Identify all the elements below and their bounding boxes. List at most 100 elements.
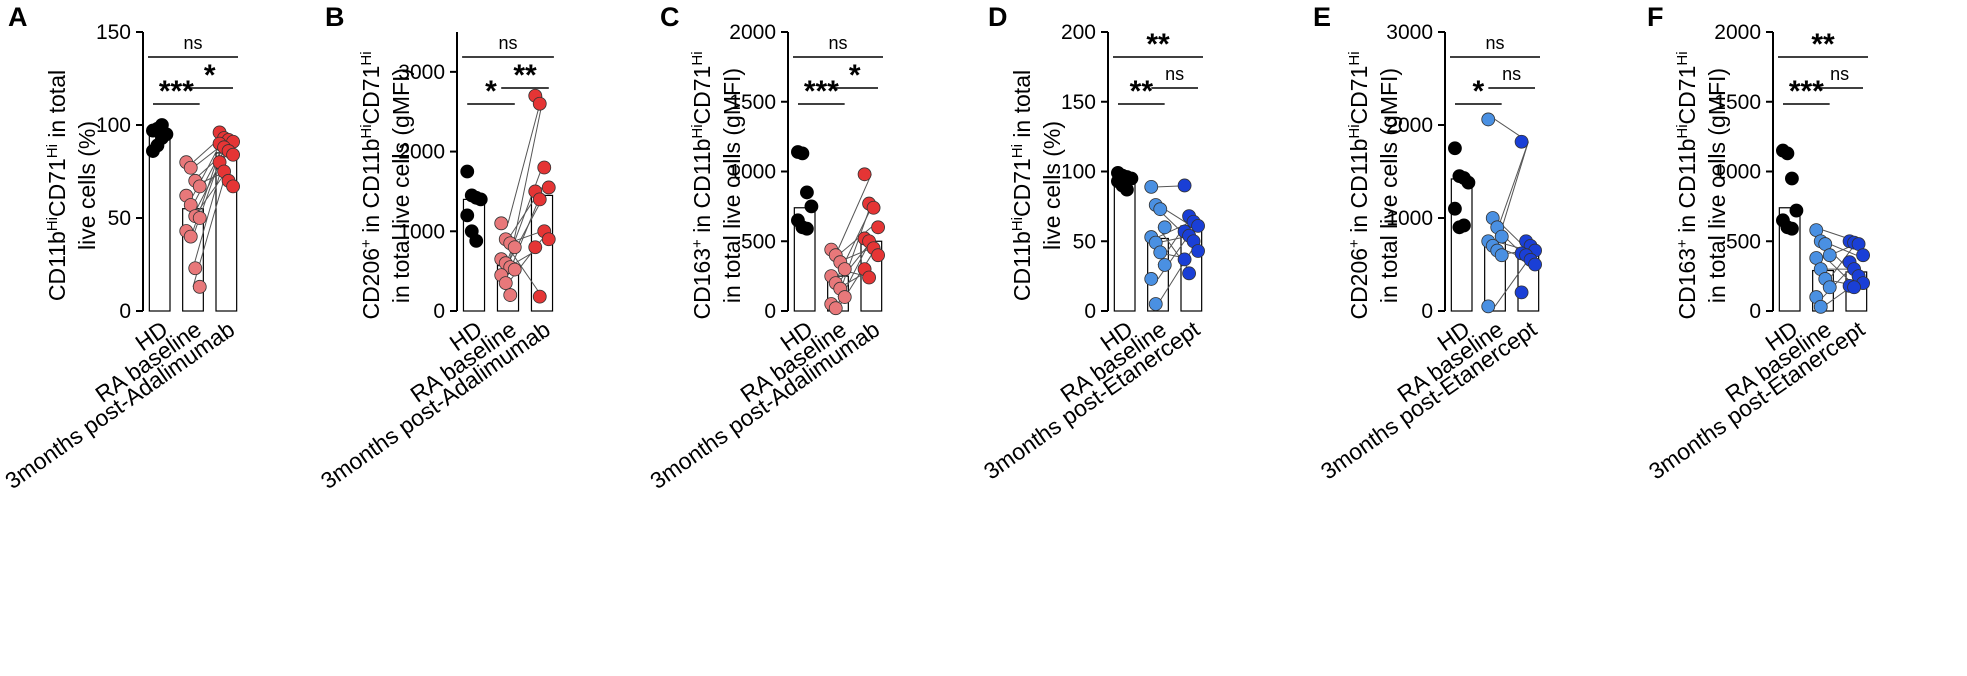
y-axis-label-part: Hi xyxy=(44,217,61,231)
data-point xyxy=(1448,141,1462,156)
data-point xyxy=(1822,248,1837,263)
data-point xyxy=(192,279,207,294)
data-point xyxy=(1457,218,1471,233)
y-tick-label: 50 xyxy=(1073,230,1096,253)
data-point xyxy=(866,200,881,215)
data-point xyxy=(1481,299,1496,314)
y-tick-label: 1000 xyxy=(1714,161,1761,184)
data-point xyxy=(857,167,872,182)
data-point xyxy=(183,160,198,175)
data-point xyxy=(1528,257,1542,272)
data-point xyxy=(804,199,819,214)
data-point xyxy=(1789,203,1804,218)
y-axis-label-line: CD163+ in CD11bHiCD71Hi xyxy=(1674,51,1701,319)
y-axis-label-line: CD163+ in CD11bHiCD71Hi xyxy=(689,51,716,319)
significance-label: ns xyxy=(1485,33,1504,53)
data-point xyxy=(1148,297,1163,311)
data-point xyxy=(192,179,207,194)
y-tick-label: 1000 xyxy=(1386,207,1433,230)
data-point xyxy=(871,220,885,235)
data-point xyxy=(1182,266,1196,281)
x-tick-label: 3months post-Adalimumab xyxy=(645,316,884,494)
data-point xyxy=(192,211,207,225)
y-tick-label: 0 xyxy=(433,300,445,323)
significance-label: ns xyxy=(1502,64,1521,84)
data-point xyxy=(528,240,543,255)
y-axis-label-part: in CD11b xyxy=(358,139,384,240)
y-tick-label: 0 xyxy=(1749,300,1761,323)
data-point xyxy=(1847,280,1861,295)
y-tick-label: 100 xyxy=(1061,161,1096,184)
y-tick-label: 2000 xyxy=(729,21,776,44)
significance-label: ** xyxy=(1130,75,1154,108)
data-point xyxy=(795,146,810,161)
data-point xyxy=(1856,248,1870,263)
y-axis-label-part: Hi xyxy=(1009,144,1026,158)
data-point xyxy=(183,229,198,244)
y-axis-label-part: + xyxy=(689,239,706,248)
y-axis-label-part: in total live cells (gMFI) xyxy=(1704,68,1730,303)
data-point xyxy=(1120,182,1134,197)
data-point xyxy=(494,216,509,231)
y-axis-label-part: in CD11b xyxy=(1346,139,1372,240)
significance-label: ** xyxy=(1146,28,1170,61)
data-point xyxy=(532,192,547,207)
x-tick-label: 3months post-Etanercept xyxy=(1644,315,1870,484)
y-axis-label-part: CD163 xyxy=(1674,248,1700,320)
data-point xyxy=(800,221,814,236)
y-tick-label: 2000 xyxy=(1386,114,1433,137)
data-point xyxy=(537,160,552,175)
data-point xyxy=(1822,280,1837,295)
y-axis-label-part: in total xyxy=(1009,70,1035,144)
data-point xyxy=(1494,248,1509,263)
y-axis-label-part: live cells (%) xyxy=(1039,121,1065,250)
y-axis-label-line: live cells (%) xyxy=(74,121,100,250)
y-axis-label-part: Hi xyxy=(689,51,706,65)
data-point xyxy=(541,180,556,195)
y-axis-label-part: CD71 xyxy=(689,66,715,125)
data-point xyxy=(1144,272,1159,286)
data-point xyxy=(1813,299,1828,314)
panel-letter-e: E xyxy=(1313,2,1331,32)
y-axis-label-line: in total live cells (gMFI) xyxy=(388,68,414,303)
data-point xyxy=(473,192,488,207)
data-point xyxy=(507,240,522,255)
y-axis-label-part: CD71 xyxy=(358,66,384,125)
y-axis-label-part: live cells (%) xyxy=(74,121,100,250)
data-point xyxy=(1514,134,1529,149)
data-point xyxy=(226,179,240,194)
significance-label: * xyxy=(204,59,216,92)
y-axis-label-line: CD206+ in CD11bHiCD71Hi xyxy=(1346,51,1373,319)
pair-line xyxy=(837,203,872,298)
y-tick-label: 2000 xyxy=(1714,21,1761,44)
y-tick-label: 500 xyxy=(1726,230,1761,253)
data-point xyxy=(1780,146,1795,161)
y-tick-label: 2000 xyxy=(398,141,445,164)
panel-letter-c: C xyxy=(660,2,680,32)
y-axis-label-part: Hi xyxy=(1346,51,1363,65)
y-tick-label: 0 xyxy=(764,300,776,323)
y-tick-label: 0 xyxy=(119,300,131,323)
significance-label: ** xyxy=(1811,28,1835,61)
significance-label: *** xyxy=(804,75,839,108)
x-tick-label: 3months post-Etanercept xyxy=(979,315,1205,484)
data-point xyxy=(828,301,843,316)
data-point xyxy=(469,233,484,248)
y-axis-label-part: CD71 xyxy=(1674,66,1700,125)
data-point xyxy=(1153,202,1168,217)
significance-label: ** xyxy=(513,59,537,92)
y-axis-label-part: CD11b xyxy=(1009,231,1035,301)
y-axis-label-part: Hi xyxy=(1674,51,1691,65)
significance-label: ns xyxy=(828,33,847,53)
data-point xyxy=(498,276,513,291)
panel-letter-a: A xyxy=(8,2,28,32)
bar-hd xyxy=(148,135,171,312)
x-tick-label: 3months post-Adalimumab xyxy=(0,316,239,494)
significance-label: * xyxy=(849,59,861,92)
y-tick-label: 100 xyxy=(96,114,131,137)
